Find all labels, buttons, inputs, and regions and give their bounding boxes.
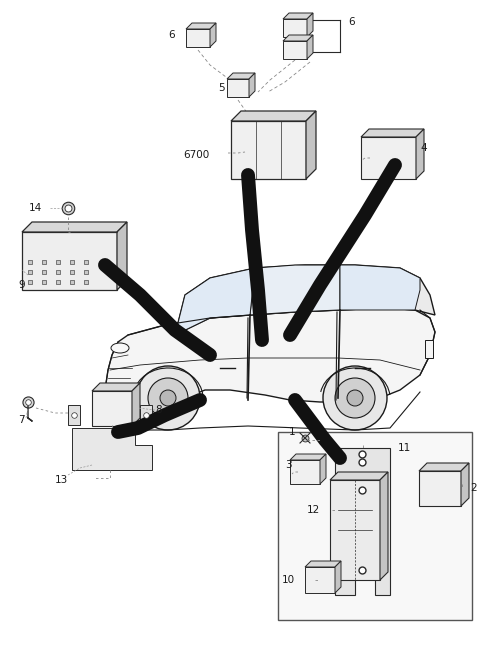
Text: 2: 2 [470,483,477,493]
Bar [231,121,306,179]
Text: 12: 12 [307,505,320,515]
Bar [278,432,472,620]
Bar [283,19,307,37]
Text: 3: 3 [286,460,292,470]
Text: 13: 13 [55,475,68,485]
Polygon shape [461,463,469,506]
Circle shape [160,390,176,406]
Polygon shape [105,308,435,402]
Polygon shape [175,265,435,335]
Polygon shape [419,463,469,471]
Text: 10: 10 [282,575,295,585]
Bar [140,405,152,425]
Polygon shape [231,111,316,121]
Bar [419,471,461,506]
Text: 4: 4 [420,143,427,153]
Bar [22,232,117,290]
Polygon shape [340,265,420,310]
Polygon shape [186,23,216,29]
Polygon shape [380,472,388,580]
Text: 11: 11 [398,443,411,453]
Polygon shape [335,448,390,595]
Polygon shape [227,73,255,79]
Bar [283,41,307,59]
Bar [92,391,132,426]
Polygon shape [210,23,216,47]
Text: 8: 8 [155,405,162,415]
Text: 5: 5 [218,83,225,93]
Polygon shape [306,111,316,179]
Polygon shape [283,35,313,41]
Circle shape [148,378,188,418]
Bar [330,480,380,580]
Bar [227,79,249,97]
Text: 6: 6 [348,17,355,27]
Text: 7: 7 [18,415,24,425]
Circle shape [335,378,375,418]
Text: 1: 1 [288,427,295,437]
Polygon shape [361,129,424,137]
Polygon shape [175,268,255,335]
Bar [305,567,335,593]
Circle shape [323,366,387,430]
Polygon shape [305,561,341,567]
Bar [361,137,416,179]
Polygon shape [117,222,127,290]
Bar [425,340,433,358]
Ellipse shape [111,343,129,353]
Polygon shape [320,454,326,484]
Polygon shape [249,73,255,97]
Bar [290,460,320,484]
Polygon shape [92,383,140,391]
Polygon shape [283,13,313,19]
Polygon shape [250,265,340,315]
Polygon shape [290,454,326,460]
Circle shape [347,390,363,406]
Bar [186,29,210,47]
Polygon shape [335,561,341,593]
Circle shape [136,366,200,430]
Text: 14: 14 [29,203,42,213]
Polygon shape [132,383,140,426]
Polygon shape [72,428,152,470]
Text: 9: 9 [18,280,24,290]
Polygon shape [330,472,388,480]
Text: 6: 6 [168,30,175,40]
Polygon shape [307,13,313,37]
Text: 6700: 6700 [184,150,210,160]
Polygon shape [416,129,424,179]
Polygon shape [307,35,313,59]
Polygon shape [22,222,127,232]
Bar [68,405,80,425]
